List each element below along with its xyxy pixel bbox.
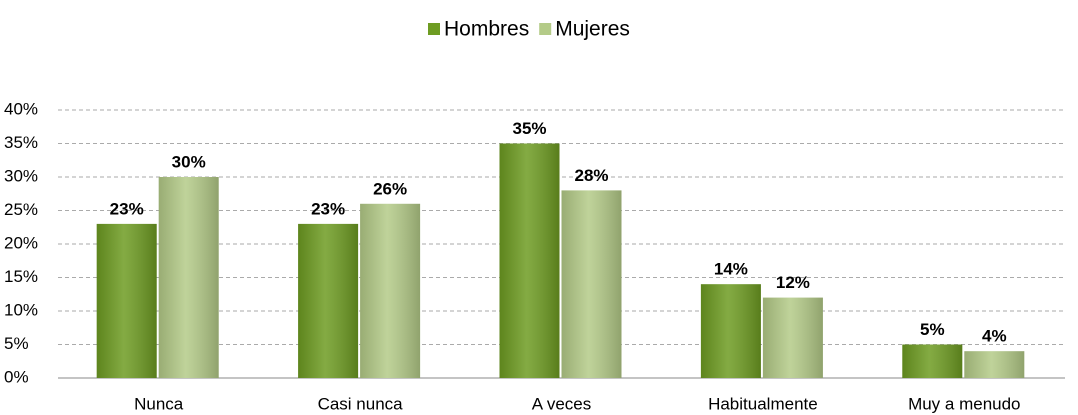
x-tick-label: Casi nunca (318, 394, 404, 413)
y-tick-label: 30% (4, 166, 38, 185)
legend-label: Mujeres (555, 18, 630, 41)
legend-label: Hombres (444, 18, 529, 41)
y-tick-label: 40% (4, 99, 38, 118)
y-tick-label: 35% (4, 133, 38, 152)
bar-shade (964, 351, 1025, 378)
value-label: 35% (512, 119, 546, 138)
y-tick-label: 5% (4, 334, 29, 353)
value-label: 5% (920, 320, 945, 339)
x-tick-label: A veces (532, 394, 592, 413)
value-label: 12% (776, 273, 810, 292)
bar-shade (158, 177, 219, 378)
bar-shade (499, 143, 560, 378)
bar-shade (298, 223, 359, 378)
y-tick-label: 20% (4, 233, 38, 252)
value-label: 28% (574, 166, 608, 185)
bar-shade (762, 297, 823, 378)
y-tick-label: 25% (4, 200, 38, 219)
bar-shade (902, 344, 963, 378)
y-tick-label: 10% (4, 300, 38, 319)
x-tick-label: Habitualmente (708, 394, 818, 413)
bar-shade (700, 284, 761, 378)
value-label: 26% (373, 179, 407, 198)
value-label: 14% (714, 260, 748, 279)
bar-shade (360, 203, 421, 378)
value-label: 23% (311, 199, 345, 218)
bar-shade (96, 223, 157, 378)
value-label: 4% (982, 327, 1007, 346)
value-label: 23% (110, 199, 144, 218)
value-label: 30% (172, 152, 206, 171)
y-tick-label: 0% (4, 367, 29, 386)
bar-shade (561, 190, 622, 378)
legend-swatch (539, 23, 552, 35)
y-tick-label: 15% (4, 267, 38, 286)
x-tick-label: Muy a menudo (908, 394, 1020, 413)
x-tick-label: Nunca (134, 394, 184, 413)
legend-swatch (428, 23, 440, 35)
